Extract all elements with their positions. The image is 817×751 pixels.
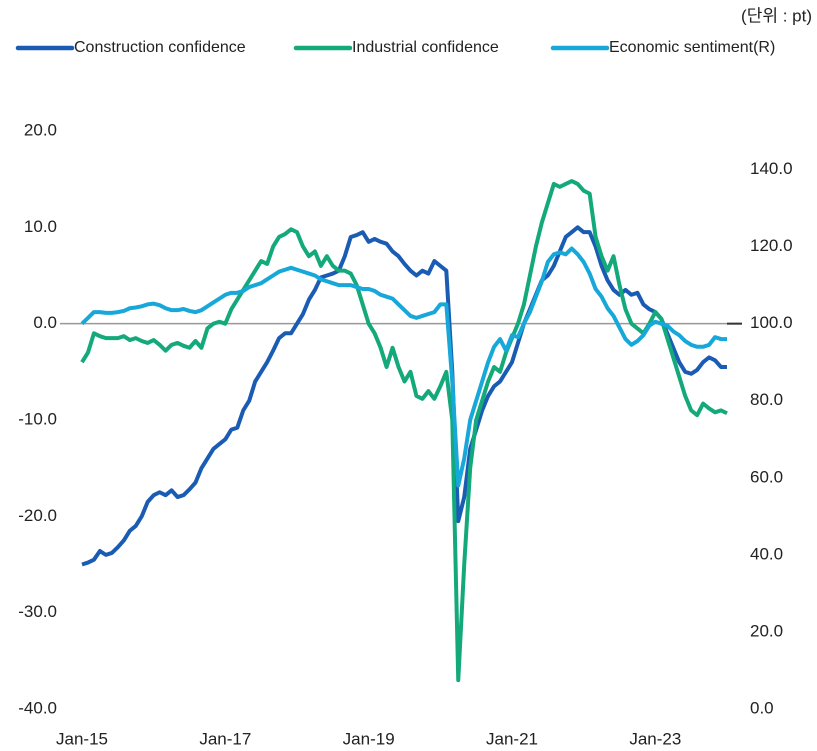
x-tick-label: Jan-21 [486, 729, 538, 748]
series-line [80, 179, 728, 683]
legend-label: Economic sentiment(R) [609, 39, 775, 56]
x-tick-label: Jan-19 [343, 729, 395, 748]
y-tick-label: -10.0 [18, 409, 57, 428]
x-tick-label: Jan-17 [199, 729, 251, 748]
series-line [80, 246, 727, 488]
y-tick-label: -20.0 [18, 506, 57, 525]
y-tick-label: 10.0 [24, 217, 57, 236]
y2-tick-label: 20.0 [750, 621, 783, 640]
y2-tick-label: 60.0 [750, 467, 783, 486]
y-tick-label: 0.0 [33, 313, 57, 332]
y-tick-label: 20.0 [24, 120, 57, 139]
x-tick-label: Jan-23 [629, 729, 681, 748]
y2-tick-label: 40.0 [750, 544, 783, 563]
unit-label: (단위 : pt) [741, 6, 812, 25]
y2-tick-label: 80.0 [750, 390, 783, 409]
y-tick-label: -40.0 [18, 698, 57, 717]
y2-tick-label: 100.0 [750, 313, 793, 332]
legend-label: Industrial confidence [352, 39, 499, 56]
legend-label: Construction confidence [74, 39, 246, 56]
y2-tick-label: 0.0 [750, 698, 774, 717]
y2-tick-label: 140.0 [750, 159, 793, 178]
x-tick-label: Jan-15 [56, 729, 108, 748]
y2-tick-label: 120.0 [750, 236, 793, 255]
series-line [81, 225, 727, 567]
y-tick-label: -30.0 [18, 602, 57, 621]
